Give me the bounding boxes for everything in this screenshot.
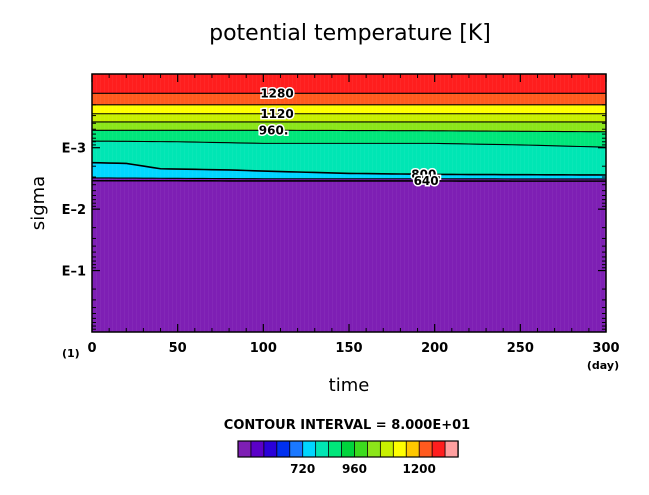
contour-label-1280: 1280	[260, 86, 293, 100]
colorbar-swatch	[444, 440, 459, 458]
colorbar-swatch	[367, 440, 382, 458]
colorbar-swatch	[431, 440, 446, 458]
contour-label-960: 960.	[259, 123, 289, 137]
colorbar-tick-label: 720	[290, 462, 315, 476]
y-axis-label: sigma	[28, 176, 49, 230]
y-tick-label: E–2	[62, 203, 86, 218]
y-unit-label: (1)	[62, 347, 80, 360]
contour-label-640: 640	[414, 174, 439, 188]
colorbar-tick-label: 960	[342, 462, 367, 476]
colorbar-swatch	[379, 440, 394, 458]
contour-label-800: 800.	[411, 167, 441, 181]
contour-label-1120: 1120	[260, 107, 293, 121]
x-axis-label: time	[329, 375, 370, 396]
colorbar-swatch	[328, 440, 343, 458]
plot-area: 1280 1120 960. 800.640 0 50 100 150 200 250 300 E–…	[62, 73, 620, 356]
y-tick-label: E–1	[62, 265, 86, 280]
band-1200	[92, 93, 606, 105]
colorbar-swatch	[354, 440, 369, 458]
contour-interval-label: CONTOUR INTERVAL = 8.000E+01	[224, 418, 470, 433]
colorbar-swatch	[392, 440, 407, 458]
colorbar-swatch	[237, 440, 252, 458]
x-tick-label: 250	[507, 341, 534, 356]
x-tick-label: 0	[87, 341, 96, 356]
colorbar-swatch	[405, 440, 420, 458]
x-tick-label: 300	[592, 341, 619, 356]
chart-title: potential temperature [K]	[209, 21, 491, 46]
colorbar-swatch	[302, 440, 317, 458]
x-tick-label: 100	[250, 341, 277, 356]
colorbar-swatch	[315, 440, 330, 458]
contour-line-960	[92, 129, 606, 133]
colorbar-swatch	[289, 440, 304, 458]
colorbar-swatch	[341, 440, 356, 458]
colorbar: 720 960 1200	[237, 440, 459, 476]
colorbar-swatch	[263, 440, 278, 458]
band-1040	[92, 113, 606, 122]
x-unit-label: (day)	[587, 359, 619, 372]
band-1120	[92, 104, 606, 114]
contour-line-800	[92, 161, 606, 176]
colorbar-swatch	[276, 440, 291, 458]
x-tick-label: 150	[335, 341, 362, 356]
x-tick-label: 50	[169, 341, 187, 356]
y-tick-label: E–3	[62, 142, 86, 157]
colorbar-swatch	[418, 440, 433, 458]
colorbar-swatch	[250, 440, 265, 458]
x-tick-label: 200	[421, 341, 448, 356]
contour-line-720	[92, 177, 606, 180]
colorbar-tick-label: 1200	[402, 462, 435, 476]
contour-line-880	[92, 140, 606, 148]
